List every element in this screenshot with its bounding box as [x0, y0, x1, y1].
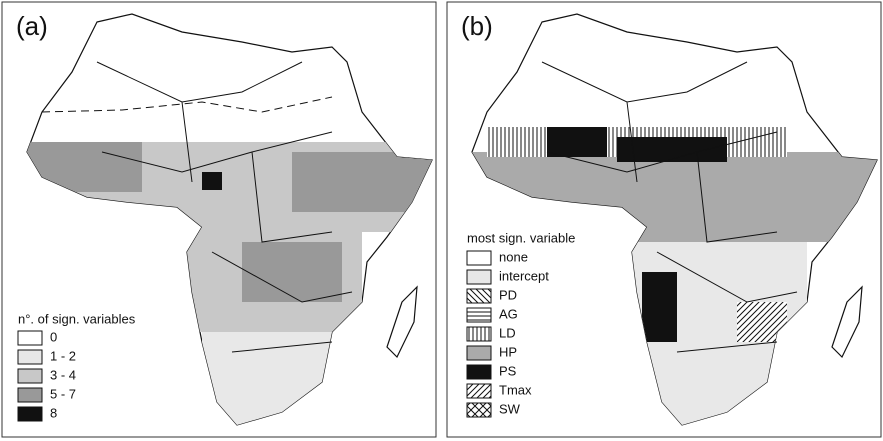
legend-item: 1 - 2 — [50, 348, 76, 363]
legend-item: 3 - 4 — [50, 367, 76, 382]
legend-swatch — [467, 346, 491, 360]
legend-swatch — [18, 369, 42, 383]
legend-item: 8 — [50, 405, 57, 420]
legend-title: n°. of sign. variables — [18, 311, 136, 326]
legend-swatch — [467, 308, 491, 322]
legend-swatch — [467, 251, 491, 265]
legend-swatch — [467, 327, 491, 341]
legend-swatch — [18, 388, 42, 402]
legend-swatch — [467, 403, 491, 417]
legend-item: 5 - 7 — [50, 386, 76, 401]
legend-item: 0 — [50, 329, 57, 344]
legend-swatch — [467, 384, 491, 398]
legend-item: PD — [499, 287, 517, 302]
legend-swatch — [467, 270, 491, 284]
legend-item: Tmax — [499, 382, 532, 397]
legend-swatch — [467, 365, 491, 379]
legend-item: HP — [499, 344, 517, 359]
legend-swatch — [18, 350, 42, 364]
madagascar — [832, 287, 862, 357]
panel-b: (b) most sign. variable none intercept PD AG L… — [447, 2, 881, 441]
panel-label: (b) — [461, 11, 493, 41]
legend-swatch — [18, 331, 42, 345]
panel-a: (a) n°. of sign. variables 0 1 - 2 3 - 4 5 - … — [2, 2, 436, 437]
panel-label: (a) — [16, 11, 48, 41]
legend-swatch — [467, 289, 491, 303]
legend-item: SW — [499, 401, 521, 416]
legend-item: intercept — [499, 268, 549, 283]
legend-title: most sign. variable — [467, 230, 575, 245]
legend-item: PS — [499, 363, 517, 378]
figure: (a) n°. of sign. variables 0 1 - 2 3 - 4 5 - … — [0, 0, 883, 441]
legend-item: LD — [499, 325, 516, 340]
legend-item: AG — [499, 306, 518, 321]
legend-item: none — [499, 249, 528, 264]
legend-swatch — [18, 407, 42, 421]
madagascar — [387, 287, 417, 357]
